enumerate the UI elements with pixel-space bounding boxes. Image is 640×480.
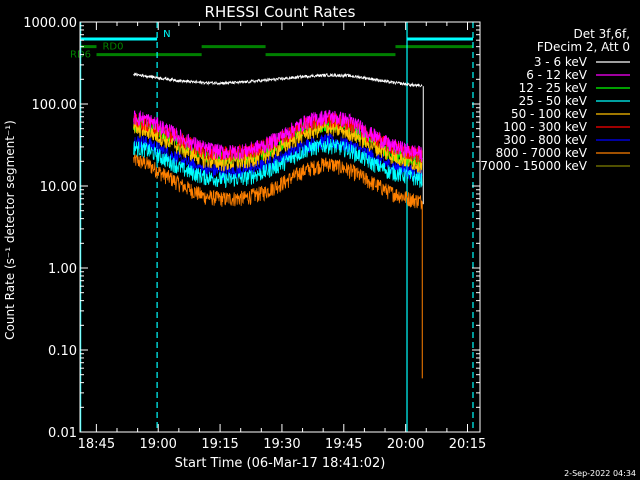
flag-label: N: [163, 29, 170, 40]
series-line: [133, 137, 423, 189]
x-tick-label: 19:15: [201, 437, 238, 452]
axes: 0.01 0.10 1.00 10.00 100.00 1000.00 18:45 19:00…: [23, 16, 486, 452]
y-tick-label: 0.01: [48, 426, 77, 441]
y-tick-label: 0.10: [48, 344, 77, 359]
flag-label: RD0: [102, 42, 123, 53]
legend-label: 7000 - 15000 keV: [480, 159, 587, 173]
x-tick-label: 20:00: [387, 437, 424, 452]
series-line: [133, 152, 423, 210]
y-tick-label: 1.00: [48, 262, 77, 277]
legend-label: 300 - 800 keV: [503, 133, 587, 147]
flag-bars: NRD0RD6: [70, 29, 473, 61]
date-stamp: 2-Sep-2022 04:34: [564, 469, 636, 478]
legend-header: FDecim 2, Att 0: [537, 40, 630, 54]
series-line: [133, 121, 423, 174]
x-tick-label: 20:15: [449, 437, 486, 452]
legend-label: 100 - 300 keV: [503, 120, 587, 134]
y-tick-label: 100.00: [32, 98, 78, 113]
x-axis-label: Start Time (06-Mar-17 18:41:02): [175, 456, 386, 471]
x-tick-label: 19:00: [139, 437, 176, 452]
legend-label: 12 - 25 keV: [519, 81, 588, 95]
legend-label: 3 - 6 keV: [534, 55, 588, 69]
legend-label: 6 - 12 keV: [526, 68, 588, 82]
legend-label: 50 - 100 keV: [511, 107, 588, 121]
chart-title: RHESSI Count Rates: [205, 3, 356, 21]
y-tick-label: 10.00: [40, 180, 77, 195]
series-lines: [133, 72, 424, 379]
x-tick-label: 18:45: [78, 437, 115, 452]
legend-label: 25 - 50 keV: [519, 94, 588, 108]
plot-frame: [79, 21, 481, 433]
series-line: [133, 72, 423, 88]
y-axis-label: Count Rate (s⁻¹ detector segment⁻¹): [3, 120, 17, 340]
legend-header: Det 3f,6f,: [574, 27, 631, 41]
x-tick-label: 19:45: [325, 437, 362, 452]
x-tick-label: 19:30: [263, 437, 300, 452]
legend-label: 800 - 7000 keV: [496, 146, 588, 160]
series-line: [133, 109, 423, 163]
y-tick-label: 1000.00: [23, 16, 77, 31]
vertical-markers: [80, 22, 474, 432]
